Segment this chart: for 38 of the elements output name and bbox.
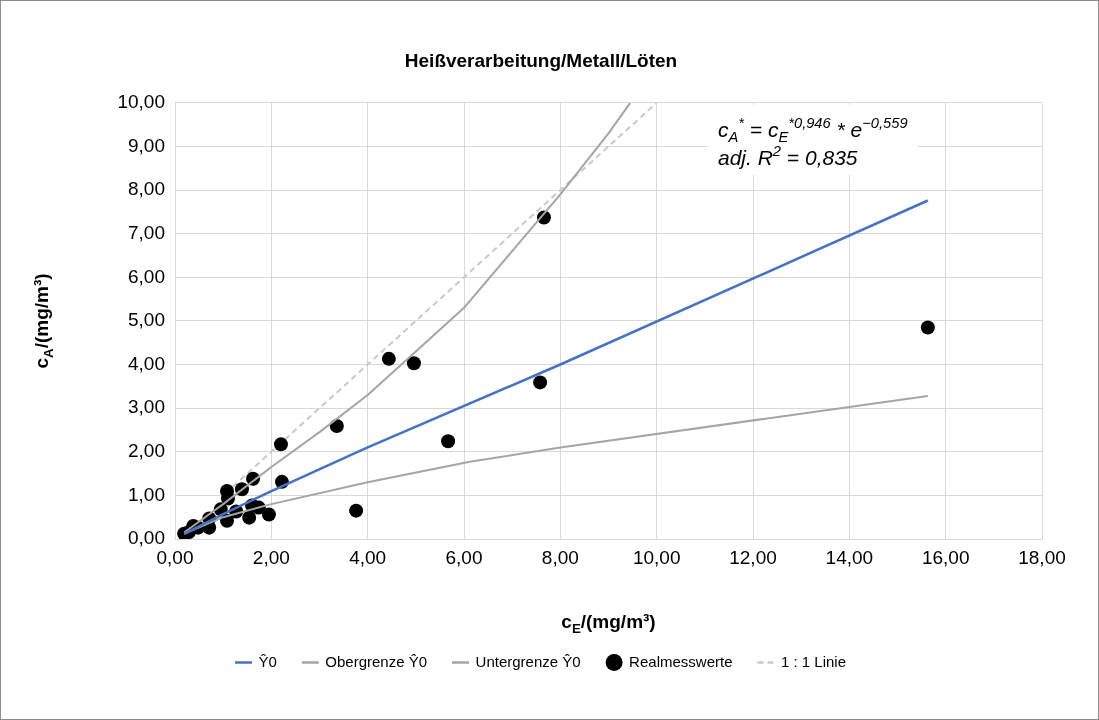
legend-label: Untergrenze Ŷ0 [475, 652, 581, 670]
point [273, 437, 288, 452]
point [329, 419, 344, 434]
x-tick-label: 6,00 [445, 546, 483, 568]
point [533, 375, 548, 390]
y-tick-label: 1,00 [128, 483, 165, 505]
x-tick-label: 14,00 [825, 546, 874, 568]
y-tick-label: 2,00 [128, 439, 165, 461]
chart-title: Heißverarbeitung/Metall/Löten [404, 49, 678, 71]
x-tick-label: 10,00 [632, 546, 681, 568]
y-tick-label: 8,00 [128, 178, 165, 200]
y-tick-label: 7,00 [128, 221, 165, 243]
legend-label: 1 : 1 Linie [780, 652, 847, 670]
point [920, 320, 935, 335]
point [349, 503, 364, 518]
y-tick-label: 9,00 [128, 134, 165, 156]
x-tick-label: 18,00 [1018, 546, 1066, 568]
x-tick-label: 12,00 [729, 546, 777, 568]
legend-label: Realmesswerte [629, 652, 733, 670]
point [406, 356, 421, 371]
point [381, 351, 396, 366]
point [261, 507, 276, 522]
x-tick-label: 16,00 [921, 546, 970, 568]
x-tick-label: 2,00 [252, 546, 290, 568]
legend-label: Ŷ0 [258, 652, 277, 670]
x-tick-label: 4,00 [349, 546, 387, 568]
point [441, 434, 456, 449]
y-tick-label: 0,00 [128, 527, 165, 549]
x-tick-label: 8,00 [541, 546, 579, 568]
y-tick-label: 10,00 [117, 91, 165, 113]
y-tick-label: 3,00 [128, 396, 165, 418]
legend-label: Obergrenze Ŷ0 [325, 652, 428, 670]
y-tick-label: 4,00 [128, 352, 165, 374]
y-tick-label: 6,00 [128, 265, 165, 287]
y-tick-label: 5,00 [128, 309, 165, 331]
point [242, 510, 257, 525]
x-tick-label: 0,00 [156, 546, 194, 568]
y-axis-title: cA/(mg/m³) [31, 273, 56, 369]
